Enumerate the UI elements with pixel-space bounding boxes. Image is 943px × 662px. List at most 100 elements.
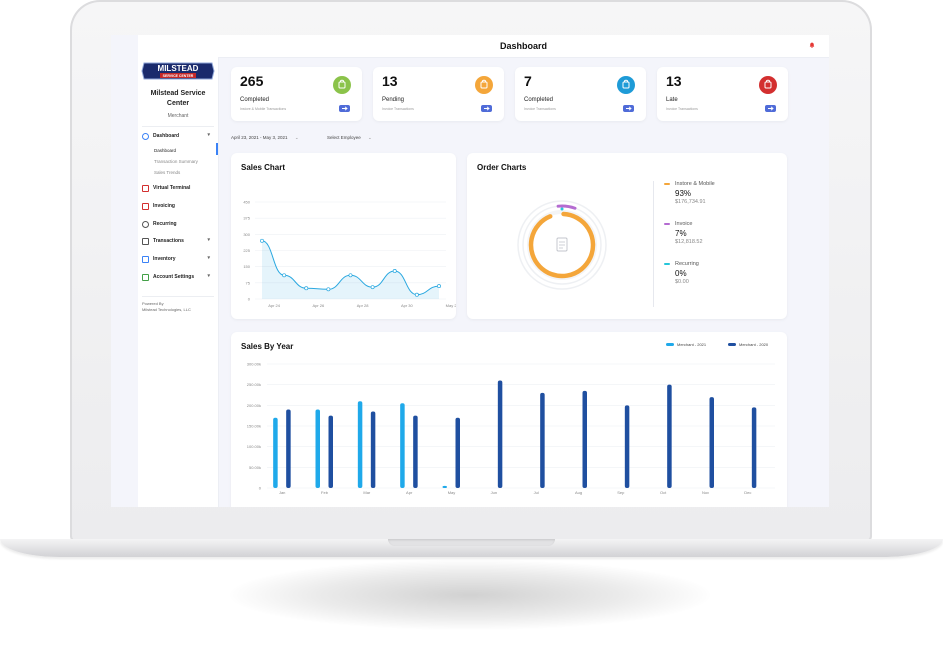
y-tick-label: 300.00k bbox=[247, 362, 261, 367]
terminal-icon bbox=[142, 184, 149, 192]
legend-label: Recurring bbox=[664, 261, 699, 267]
sidebar-item-label: Transactions bbox=[153, 238, 184, 244]
legend-swatch bbox=[664, 183, 670, 185]
bar bbox=[370, 411, 376, 488]
page-title: Dashboard bbox=[499, 41, 547, 51]
y-tick-label: 150.00k bbox=[247, 424, 261, 429]
stat-label: Pending bbox=[382, 97, 405, 103]
bar bbox=[273, 417, 278, 488]
chevron-down-icon: ▾ bbox=[207, 255, 210, 261]
arrow-right-icon[interactable] bbox=[765, 105, 776, 112]
milstead-logo: MILSTEAD SERVICE CENTER bbox=[141, 62, 215, 80]
order-charts-title: Order Charts bbox=[477, 163, 527, 172]
divider bbox=[142, 296, 214, 297]
legend-amount: $12,818.52 bbox=[675, 239, 703, 245]
sidebar-subitem-transaction-summary[interactable]: Transaction Summary bbox=[154, 159, 198, 164]
bar bbox=[357, 401, 363, 488]
sidebar-item-dashboard[interactable]: Dashboard ▾ bbox=[142, 130, 212, 142]
bar bbox=[540, 392, 545, 488]
x-tick-label: Apr 30 bbox=[401, 303, 414, 308]
sidebar-item-account-settings[interactable]: Account Settings ▾ bbox=[142, 271, 212, 283]
employee-filter[interactable]: Select Employee ⌄ bbox=[327, 135, 372, 141]
x-tick-label: Dec bbox=[744, 490, 751, 495]
y-tick-label: 50.00k bbox=[249, 465, 261, 470]
y-tick-label: 250.00k bbox=[247, 382, 261, 387]
data-point bbox=[282, 273, 287, 278]
business-name-line2: Center bbox=[166, 100, 190, 107]
x-tick-label: Aug bbox=[575, 490, 582, 495]
bell-icon[interactable] bbox=[809, 42, 815, 48]
data-point bbox=[326, 287, 331, 292]
sidebar-subitem-sales-trends[interactable]: Sales Trends bbox=[154, 170, 181, 175]
legend-percent: 0% bbox=[675, 269, 687, 278]
data-point bbox=[260, 238, 264, 243]
order-legend-item: Instore & Mobile 93% $176,734.91 bbox=[664, 181, 715, 205]
arrow-right-icon[interactable] bbox=[481, 105, 492, 112]
bar bbox=[582, 390, 587, 488]
date-range-filter[interactable]: April 23, 2021 - May 3, 2021 ⌄ bbox=[231, 135, 299, 141]
bar bbox=[497, 380, 503, 488]
business-name-line1: Milstead Service bbox=[150, 90, 206, 97]
y-tick-label: 100.00k bbox=[247, 444, 261, 449]
data-point bbox=[414, 292, 419, 297]
bar bbox=[315, 409, 320, 488]
laptop-shadow bbox=[230, 560, 710, 630]
stat-value: 265 bbox=[240, 73, 264, 89]
sidebar: MILSTEAD SERVICE CENTER Milstead Service… bbox=[138, 35, 219, 507]
legend-label: Merchant - 2021 bbox=[677, 342, 707, 347]
top-bar: Dashboard bbox=[218, 35, 829, 58]
stat-card: 265 Completed Instore & Mobile Transaction… bbox=[231, 67, 362, 121]
legend-amount: $0.00 bbox=[675, 279, 689, 285]
stat-sublabel: Invoice Transactions bbox=[382, 107, 414, 111]
stat-value: 13 bbox=[382, 73, 398, 89]
employee-select-value: Select Employee bbox=[327, 135, 361, 140]
sidebar-item-virtual-terminal[interactable]: Virtual Terminal bbox=[142, 182, 212, 194]
sales-chart-card: Sales Chart 0 75 150 225 300 375 450 Apr 24 Apr … bbox=[231, 153, 456, 319]
divider bbox=[142, 126, 214, 127]
y-tick-label: 0 bbox=[259, 486, 262, 491]
stat-sublabel: Instore & Mobile Transactions bbox=[240, 107, 287, 111]
x-tick-label: Apr 24 bbox=[268, 303, 281, 308]
data-point bbox=[304, 286, 309, 291]
sidebar-item-inventory[interactable]: Inventory ▾ bbox=[142, 253, 212, 265]
bar bbox=[667, 384, 672, 488]
x-tick-label: Nov bbox=[702, 490, 709, 495]
legend-swatch bbox=[728, 343, 736, 346]
y-tick-label: 450 bbox=[243, 200, 250, 205]
sidebar-item-transactions[interactable]: Transactions ▾ bbox=[142, 235, 212, 247]
chevron-down-icon: ▾ bbox=[207, 237, 210, 243]
sales-chart-title: Sales Chart bbox=[241, 163, 286, 172]
transactions-icon bbox=[142, 237, 149, 245]
stat-card: 13 Pending Invoice Transactions bbox=[373, 67, 504, 121]
donut-track bbox=[517, 200, 607, 290]
inventory-icon bbox=[142, 255, 149, 263]
laptop-notch bbox=[388, 539, 555, 546]
powered-by-label: Powered By bbox=[142, 301, 164, 306]
sidebar-item-recurring[interactable]: Recurring bbox=[142, 218, 212, 230]
bag-icon bbox=[759, 76, 777, 94]
stat-value: 13 bbox=[666, 73, 682, 89]
stat-card: 13 Late Invoice Transactions bbox=[657, 67, 788, 121]
sidebar-item-label: Invoicing bbox=[153, 203, 175, 209]
y-tick-label: 200.00k bbox=[247, 403, 261, 408]
sidebar-subitem-dashboard[interactable]: Dashboard bbox=[154, 148, 177, 153]
laptop-base bbox=[0, 539, 943, 557]
order-legend-item: Recurring 0% $0.00 bbox=[664, 261, 699, 285]
sidebar-item-label: Account Settings bbox=[153, 274, 195, 280]
bar bbox=[624, 405, 630, 488]
arrow-right-icon[interactable] bbox=[623, 105, 634, 112]
order-legend-item: Invoice 7% $12,818.52 bbox=[664, 221, 703, 245]
legend-swatch bbox=[666, 343, 674, 346]
data-point bbox=[348, 273, 353, 278]
sales-by-year-card: Sales By Year Merchant - 2021 Merchant - … bbox=[231, 332, 787, 507]
recurring-icon bbox=[142, 220, 149, 228]
chevron-down-icon: ⌄ bbox=[368, 135, 372, 140]
data-point bbox=[370, 285, 375, 290]
arrow-right-icon[interactable] bbox=[339, 105, 350, 112]
y-tick-label: 300 bbox=[243, 232, 250, 237]
stat-sublabel: Invoice Transactions bbox=[524, 107, 556, 111]
x-tick-label: Oct bbox=[660, 490, 667, 495]
pie-chart-icon bbox=[142, 132, 149, 140]
stat-label: Completed bbox=[240, 97, 270, 103]
sidebar-item-invoicing[interactable]: Invoicing bbox=[142, 200, 212, 212]
